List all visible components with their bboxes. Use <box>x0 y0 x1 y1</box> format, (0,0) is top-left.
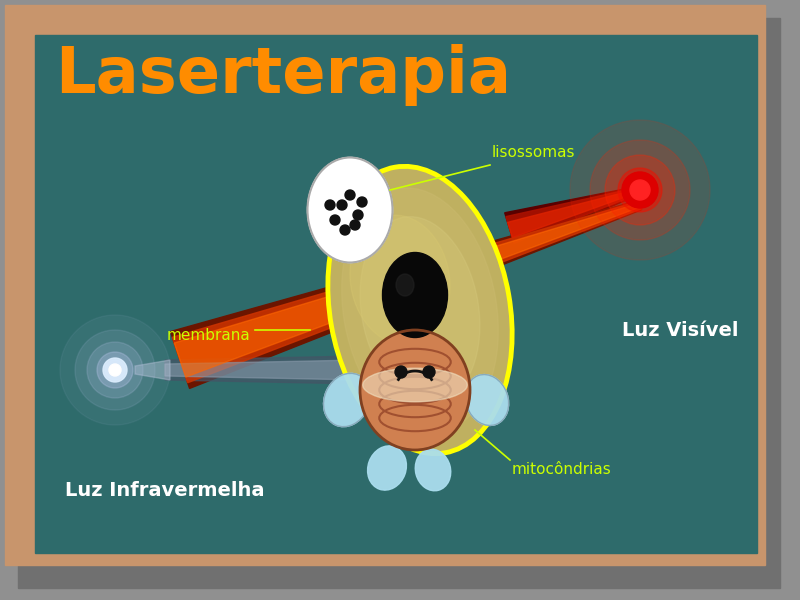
Ellipse shape <box>342 188 498 432</box>
Circle shape <box>630 180 650 200</box>
Circle shape <box>423 366 435 378</box>
Polygon shape <box>506 187 641 244</box>
Polygon shape <box>165 360 360 380</box>
Circle shape <box>60 315 170 425</box>
Ellipse shape <box>362 368 467 402</box>
Text: lisossomas: lisossomas <box>492 145 575 160</box>
Ellipse shape <box>466 374 509 425</box>
Circle shape <box>605 155 675 225</box>
Ellipse shape <box>328 166 512 454</box>
Circle shape <box>626 176 654 204</box>
Circle shape <box>395 366 407 378</box>
Circle shape <box>353 210 363 220</box>
Ellipse shape <box>367 446 406 490</box>
Circle shape <box>590 140 690 240</box>
Circle shape <box>357 197 367 207</box>
Polygon shape <box>508 188 641 238</box>
Text: Laserterapia: Laserterapia <box>55 44 511 106</box>
Ellipse shape <box>360 330 470 450</box>
Circle shape <box>345 190 355 200</box>
Polygon shape <box>174 203 641 377</box>
Text: Luz Infravermelha: Luz Infravermelha <box>66 481 265 499</box>
Circle shape <box>340 225 350 235</box>
Polygon shape <box>172 201 642 383</box>
Polygon shape <box>170 200 642 388</box>
Circle shape <box>105 360 125 380</box>
Ellipse shape <box>360 217 480 403</box>
Circle shape <box>109 364 121 376</box>
Circle shape <box>325 200 335 210</box>
Circle shape <box>337 200 347 210</box>
Circle shape <box>350 220 360 230</box>
Ellipse shape <box>382 253 447 337</box>
Circle shape <box>103 358 127 382</box>
Ellipse shape <box>307 157 393 263</box>
Polygon shape <box>135 360 170 380</box>
Text: membrana: membrana <box>166 328 250 343</box>
Circle shape <box>618 168 662 212</box>
Circle shape <box>75 330 155 410</box>
Ellipse shape <box>396 274 414 296</box>
Ellipse shape <box>415 449 450 491</box>
Ellipse shape <box>323 373 370 427</box>
Ellipse shape <box>350 215 450 345</box>
Circle shape <box>87 342 143 398</box>
Polygon shape <box>165 356 360 384</box>
Polygon shape <box>505 186 641 247</box>
Text: mitocôndrias: mitocôndrias <box>512 462 612 477</box>
Text: Luz Visível: Luz Visível <box>622 320 738 340</box>
Circle shape <box>632 182 648 198</box>
Circle shape <box>622 172 658 208</box>
Circle shape <box>97 352 133 388</box>
Bar <box>35 35 757 553</box>
Circle shape <box>330 215 340 225</box>
Circle shape <box>570 120 710 260</box>
